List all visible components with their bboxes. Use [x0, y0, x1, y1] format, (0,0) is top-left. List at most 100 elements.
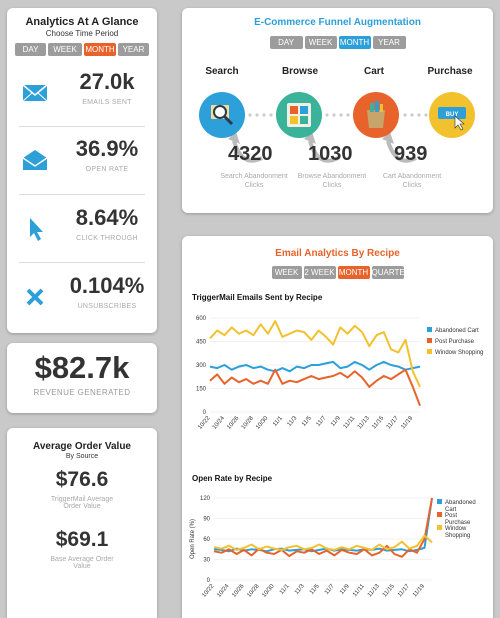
x-tick-label: 10/30	[261, 583, 276, 599]
legend-swatch	[427, 349, 432, 354]
x-tick-label: 10/24	[216, 583, 231, 599]
funnel-period-week[interactable]: WEEK	[304, 36, 337, 49]
aov-label: Base Average Order	[50, 556, 114, 563]
glance-period-year[interactable]: YEAR	[118, 43, 149, 56]
x-tick-label: 11/5	[301, 415, 313, 428]
aov-title: Average Order Value	[32, 441, 131, 452]
caption-line: Cart Abandonment	[382, 173, 442, 180]
recipe-period-quarter[interactable]: QUARTER	[371, 266, 404, 279]
x-tick-label: 11/11	[343, 415, 357, 430]
revenue-value: $82.7k	[34, 350, 130, 385]
x-tick-label: 11/3	[287, 415, 299, 428]
y-tick-label: 90	[203, 517, 210, 523]
legend-label: Post	[445, 513, 457, 519]
x-tick-label: 11/15	[371, 415, 385, 431]
aov-label: Value	[73, 563, 91, 570]
x-tick-label: 11/1	[279, 583, 291, 596]
revenue-card: $82.7k REVENUE GENERATED	[7, 343, 157, 413]
legend-label: Abandoned Cart	[435, 328, 479, 334]
magnifier-icon	[199, 92, 245, 138]
stat-value: 0.104%	[69, 273, 145, 298]
shopping-bag-icon	[353, 92, 399, 138]
x-tick-label: 11/13	[367, 583, 381, 599]
recipe-period-month[interactable]: MONTH	[337, 266, 370, 279]
divider	[19, 262, 145, 263]
x-tick-label: 10/24	[212, 415, 227, 431]
legend-swatch	[437, 525, 442, 530]
x-tick-label: 11/9	[330, 415, 342, 428]
x-tick-label: 10/28	[246, 583, 261, 599]
envelope-icon	[22, 84, 48, 102]
x-tick-label: 11/19	[400, 415, 414, 431]
glance-period-day[interactable]: DAY	[15, 43, 46, 56]
y-tick-label: 150	[196, 387, 207, 393]
stat-label: EMAILS SENT	[82, 99, 132, 106]
stat-unsubscribes: 0.104% UNSUBSCRIBES	[7, 267, 157, 328]
y-tick-label: 600	[196, 316, 207, 322]
chart-title-open-rate: Open Rate by Recipe	[192, 474, 273, 483]
buy-button-icon: BUY	[429, 92, 475, 138]
funnel-connectors	[228, 113, 428, 163]
x-tick-label: 11/3	[294, 583, 306, 596]
recipe-period-2week[interactable]: 2 WEEK	[303, 266, 336, 279]
caption-line: Clicks	[322, 182, 342, 189]
x-tick-label: 11/19	[412, 583, 426, 599]
caption-line: Clicks	[402, 182, 422, 189]
step-label: Browse	[281, 66, 319, 77]
x-icon	[26, 288, 44, 306]
glance-period-month[interactable]: MONTH	[84, 43, 116, 56]
x-tick-label: 10/30	[255, 415, 270, 431]
step-label: Purchase	[427, 66, 473, 77]
browse-grid-icon	[276, 92, 322, 138]
legend-label: Purchase	[445, 520, 471, 526]
aov-subtitle: By Source	[65, 453, 99, 460]
open-envelope-icon	[22, 150, 48, 170]
funnel-card: E-Commerce Funnel Augmentation DAY WEEK …	[182, 8, 493, 213]
cursor-icon	[30, 218, 43, 241]
aov-label: TriggerMail Average	[50, 496, 114, 503]
chart-title-emails-sent: TriggerMail Emails Sent by Recipe	[192, 293, 323, 302]
legend-label: Shopping	[445, 533, 470, 539]
legend-swatch	[437, 512, 442, 517]
series-line	[209, 320, 421, 388]
funnel-period-year[interactable]: YEAR	[372, 36, 406, 49]
funnel-period-selector: DAY WEEK MONTH YEAR	[182, 36, 493, 49]
x-tick-label: 11/9	[339, 583, 351, 596]
x-tick-label: 11/11	[352, 583, 366, 598]
series-line	[209, 368, 421, 407]
divider	[19, 194, 145, 195]
x-tick-label: 10/26	[231, 583, 246, 599]
funnel-period-month[interactable]: MONTH	[338, 36, 371, 49]
aov-label: Order Value	[63, 503, 101, 510]
abandonment-label: Cart Abandonment Clicks	[372, 172, 452, 190]
legend-swatch	[427, 327, 432, 332]
funnel-period-day[interactable]: DAY	[269, 36, 303, 49]
funnel-title: E-Commerce Funnel Augmentation	[254, 17, 421, 28]
y-axis-label: Open Rate (%)	[190, 519, 196, 559]
abandonment-label: Browse Abandonment Clicks	[292, 172, 372, 190]
x-tick-label: 11/7	[316, 415, 328, 428]
x-tick-label: 11/15	[382, 583, 396, 599]
x-tick-label: 11/7	[324, 583, 336, 596]
legend-swatch	[437, 499, 442, 504]
legend-swatch	[427, 338, 432, 343]
recipe-title: Email Analytics By Recipe	[275, 248, 400, 259]
legend-label: Window Shopping	[435, 350, 483, 356]
funnel-step-search: Search	[182, 66, 262, 77]
stat-emails-sent: 27.0k EMAILS SENT	[7, 63, 157, 124]
abandonment-value: 1030	[308, 143, 353, 165]
recipe-period-week[interactable]: WEEK	[271, 266, 302, 279]
series-line	[213, 534, 433, 551]
legend-label: Window	[445, 526, 467, 532]
series-line	[209, 360, 421, 373]
aov-card: Average Order Value By Source $76.6 Trig…	[7, 428, 157, 618]
y-tick-label: 30	[203, 558, 210, 564]
stat-open-rate: 36.9% OPEN RATE	[7, 130, 157, 191]
aov-value: $69.1	[55, 528, 109, 551]
glance-subtitle: Choose Time Period	[45, 29, 119, 38]
x-tick-label: 11/5	[309, 583, 321, 596]
glance-period-week[interactable]: WEEK	[48, 43, 82, 56]
x-tick-label: 10/28	[241, 415, 256, 431]
